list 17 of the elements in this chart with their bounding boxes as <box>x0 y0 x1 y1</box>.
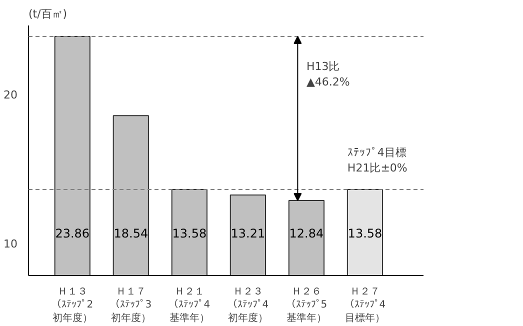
x-tick-label: Ｈ１３（ｽﾃｯﾌﾟ2初年度） <box>52 286 94 324</box>
x-tick-label: Ｈ１７（ｽﾃｯﾌﾟ3初年度） <box>110 286 152 324</box>
x-tick-label: Ｈ２７（ｽﾃｯﾌﾟ4目標年） <box>344 286 386 324</box>
data-label: 23.86 <box>55 226 90 240</box>
y-axis-title: (t/百㎡) <box>28 8 68 20</box>
data-label: 18.54 <box>114 226 148 240</box>
x-tick-label: Ｈ２６（ｽﾃｯﾌﾟ5基準年） <box>286 286 328 324</box>
data-label: 13.21 <box>230 226 266 240</box>
y-tick-label: 10 <box>4 237 18 250</box>
annotation: H13比 ▲46.2% <box>306 60 350 89</box>
data-label: 13.58 <box>172 226 207 240</box>
x-tick-label: Ｈ２３（ｽﾃｯﾌﾟ4初年度） <box>227 286 269 324</box>
x-tick-label: Ｈ２１（ｽﾃｯﾌﾟ4基準年） <box>168 286 210 324</box>
annotation: ｽﾃｯﾌﾟ4目標 H21比±0% <box>347 146 408 175</box>
y-tick-label: 20 <box>4 88 18 102</box>
data-label: 13.58 <box>348 226 382 240</box>
data-label: 12.84 <box>289 226 324 240</box>
